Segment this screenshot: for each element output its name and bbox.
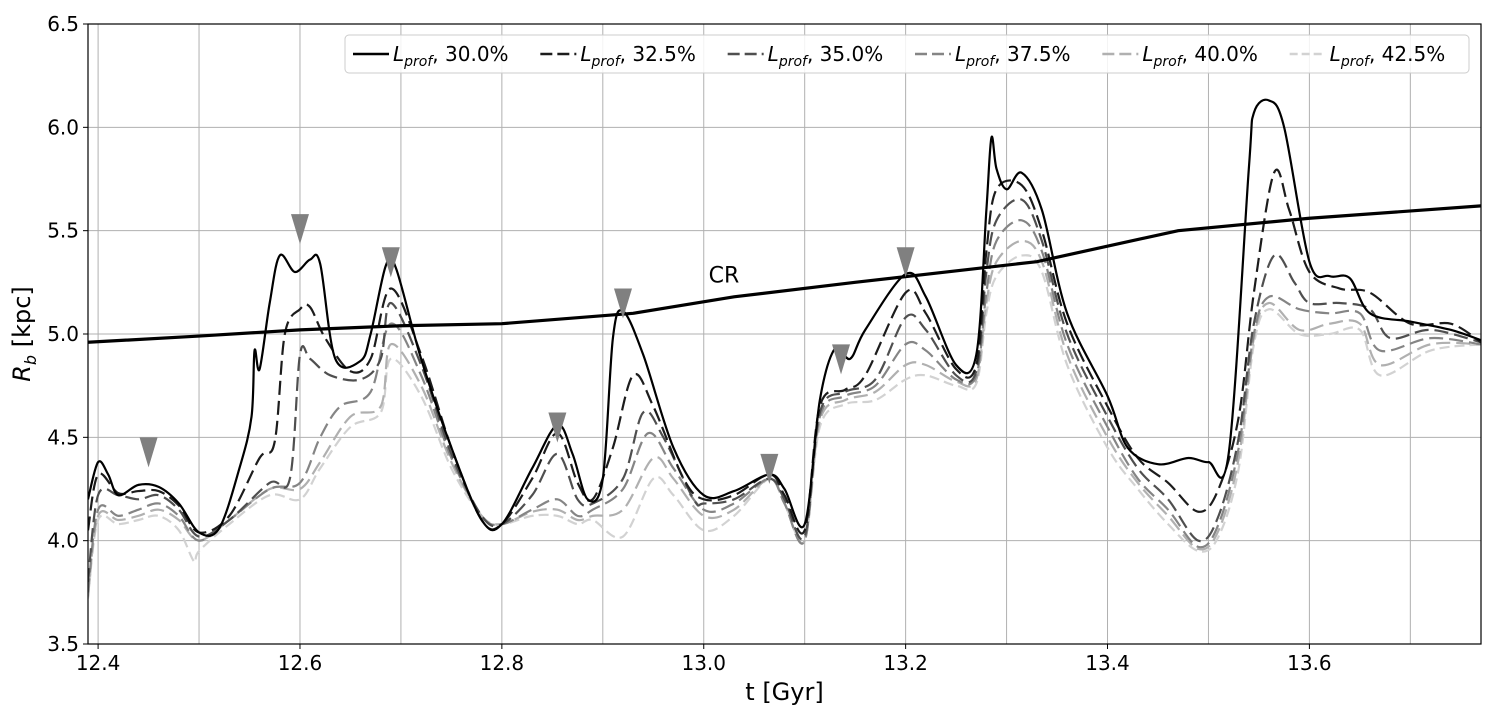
- peak-marker: [139, 437, 158, 468]
- legend-label: Lprof, 40.0%: [1142, 42, 1258, 70]
- legend-label: Lprof, 35.0%: [768, 42, 884, 70]
- peak-marker: [290, 214, 309, 245]
- x-tick-label: 13.6: [1287, 651, 1332, 675]
- y-tick-label: 4.5: [47, 425, 79, 449]
- series-line-5: [88, 239, 1481, 597]
- cr-line-group: [87, 204, 1482, 344]
- y-tick-label: 6.0: [47, 115, 79, 139]
- series-line-1: [88, 98, 1481, 537]
- marker-group: [139, 214, 915, 484]
- legend-label: Lprof, 30.0%: [393, 42, 509, 70]
- peak-marker: [381, 247, 400, 278]
- y-axis-title-sub: b: [21, 355, 40, 365]
- peak-marker: [832, 344, 851, 375]
- x-tick-label: 13.2: [883, 651, 928, 675]
- series-line-6: [88, 254, 1481, 599]
- y-axis-title-main: R: [8, 365, 36, 382]
- x-tick-label: 13.4: [1085, 651, 1130, 675]
- y-tick-label: 5.5: [47, 219, 79, 243]
- legend-label: Lprof, 32.5%: [580, 42, 696, 70]
- grid: [88, 23, 1481, 645]
- x-tick-label: 12.4: [76, 651, 121, 675]
- x-tick-label: 12.6: [278, 651, 323, 675]
- peak-marker: [548, 412, 567, 443]
- y-tick-label: 6.5: [47, 12, 79, 36]
- legend-label: Lprof, 37.5%: [955, 42, 1071, 70]
- y-tick-label: 4.0: [47, 529, 79, 553]
- series-line-3: [88, 197, 1481, 583]
- series-line-4: [88, 219, 1481, 593]
- y-tick-label: 5.0: [47, 322, 79, 346]
- y-axis-ticks: 3.5 4.0 4.5 5.0 5.5 6.0 6.5: [47, 12, 88, 656]
- legend-label: Lprof, 42.5%: [1330, 42, 1446, 70]
- peak-marker: [613, 288, 632, 319]
- y-axis-title-unit: [kpc]: [8, 286, 36, 355]
- legend: Lprof, 30.0% Lprof, 32.5% Lprof, 35.0% Lpro…: [344, 34, 1470, 74]
- x-tick-label: 13.0: [681, 651, 726, 675]
- x-tick-label: 12.8: [480, 651, 525, 675]
- series-group: [88, 98, 1481, 599]
- cr-annotation: CR: [709, 263, 740, 288]
- peak-marker: [760, 453, 779, 484]
- peak-marker: [896, 247, 915, 278]
- legend-box: [344, 34, 1470, 74]
- y-tick-label: 3.5: [47, 632, 79, 656]
- x-axis-ticks: 12.4 12.6 12.8 13.0 13.2 13.4 13.6: [76, 644, 1332, 675]
- cr-line: [87, 204, 1482, 344]
- y-axis-title: Rb [kpc]: [8, 286, 40, 382]
- x-axis-title: t [Gyr]: [745, 678, 823, 706]
